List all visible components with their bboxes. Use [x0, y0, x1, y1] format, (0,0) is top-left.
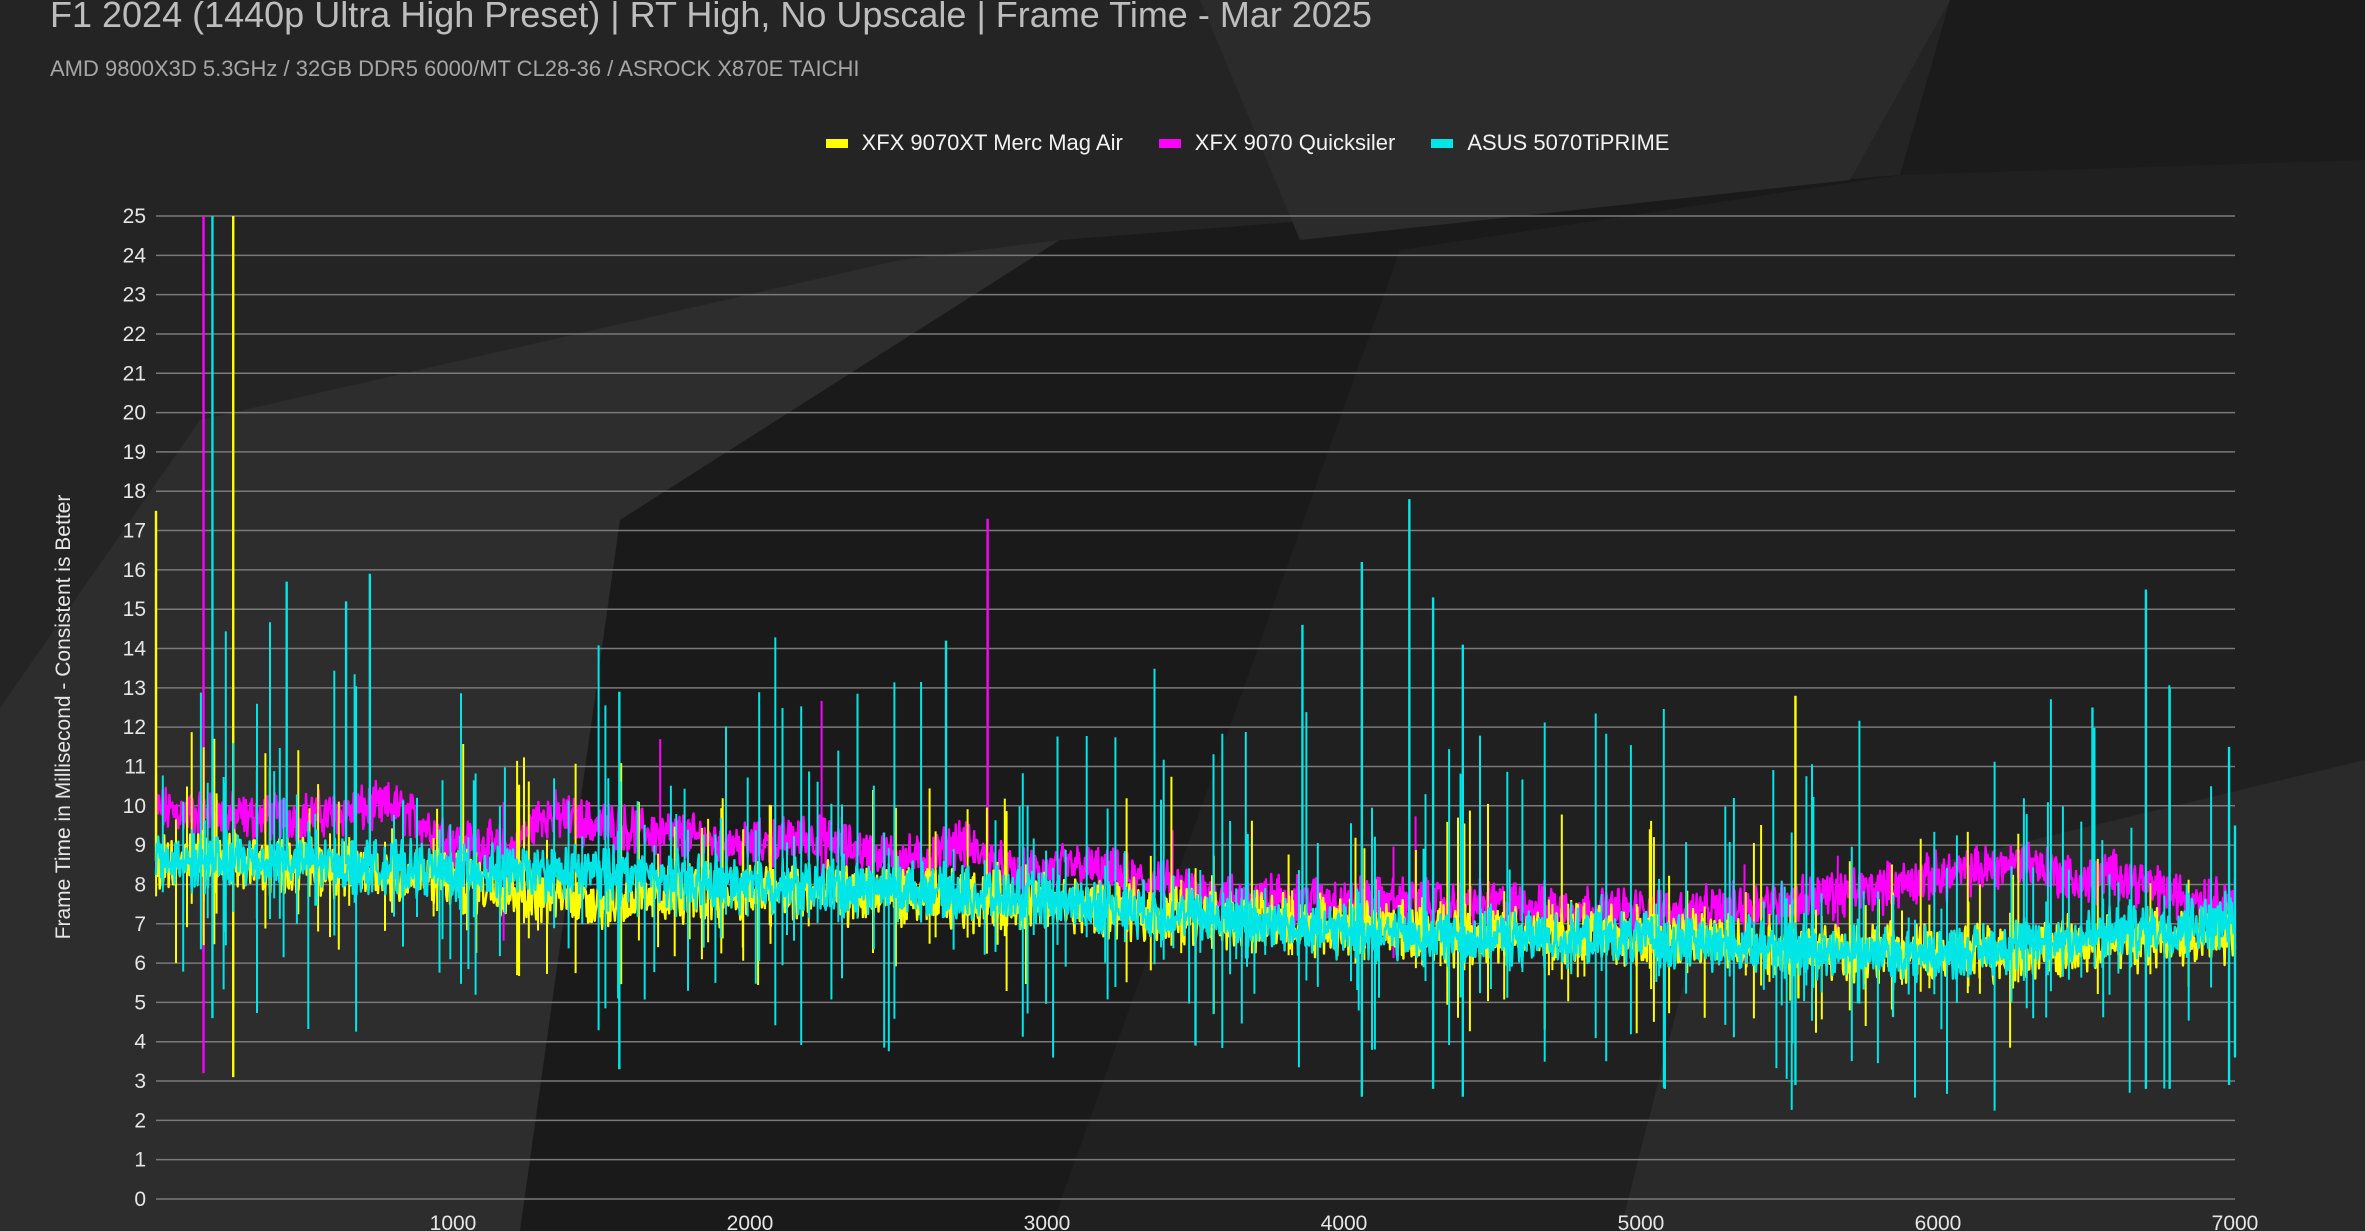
y-tick-label: 10: [123, 795, 146, 818]
y-tick-label: 24: [123, 244, 147, 267]
y-tick-label: 23: [123, 284, 146, 307]
y-tick-label: 8: [134, 873, 146, 896]
y-tick-label: 6: [134, 952, 146, 975]
x-tick-label: 1000: [430, 1212, 477, 1231]
y-tick-label: 4: [134, 1031, 146, 1054]
chart-title: F1 2024 (1440p Ultra High Preset) | RT H…: [50, 0, 1372, 35]
x-tick-label: 5000: [1618, 1212, 1665, 1231]
y-tick-labels: 0123456789101112131415161718192021222324…: [123, 205, 147, 1211]
x-tick-label: 4000: [1321, 1212, 1368, 1231]
legend-label-xfx-9070: XFX 9070 Quicksiler: [1194, 130, 1396, 155]
x-tick-label: 2000: [727, 1212, 774, 1231]
y-tick-label: 9: [134, 834, 146, 857]
y-tick-label: 3: [134, 1070, 146, 1093]
x-tick-label: 6000: [1915, 1212, 1962, 1231]
legend-swatch-xfx-9070xt: [825, 138, 848, 148]
y-tick-label: 20: [123, 402, 146, 425]
legend-label-xfx-9070xt: XFX 9070XT Merc Mag Air: [861, 130, 1123, 155]
y-tick-label: 11: [124, 755, 146, 778]
y-tick-label: 17: [123, 520, 146, 543]
y-tick-label: 14: [123, 638, 147, 661]
x-tick-label: 3000: [1024, 1212, 1071, 1231]
legend-item-xfx-9070xt: XFX 9070XT Merc Mag Air: [825, 130, 1123, 156]
x-tick-label: 7000: [2212, 1212, 2259, 1231]
grid-lines: [156, 215, 2235, 1200]
y-tick-label: 7: [134, 913, 146, 936]
y-tick-label: 25: [123, 205, 146, 228]
y-tick-label: 13: [123, 677, 146, 700]
chart-legend: XFX 9070XT Merc Mag Air XFX 9070 Quicksi…: [0, 130, 2365, 156]
y-tick-label: 22: [123, 323, 146, 346]
y-tick-label: 19: [123, 441, 146, 464]
y-tick-label: 2: [134, 1109, 146, 1132]
y-tick-label: 15: [123, 598, 146, 621]
legend-label-asus-5070ti: ASUS 5070TiPRIME: [1467, 130, 1670, 155]
y-tick-label: 5: [134, 991, 146, 1014]
legend-swatch-asus-5070ti: [1431, 138, 1454, 148]
y-tick-label: 0: [134, 1188, 146, 1211]
y-tick-label: 1: [134, 1149, 146, 1172]
legend-item-asus-5070ti: ASUS 5070TiPRIME: [1431, 130, 1669, 156]
y-tick-label: 16: [123, 559, 146, 582]
x-tick-labels: 1000 2000 3000 4000 5000 6000 7000: [430, 1212, 2259, 1231]
y-tick-label: 12: [123, 716, 146, 739]
plot-area: [154, 216, 2237, 1111]
chart-subtitle: AMD 9800X3D 5.3GHz / 32GB DDR5 6000/MT C…: [50, 56, 860, 81]
legend-swatch-xfx-9070: [1158, 138, 1181, 148]
series-2: [154, 216, 2237, 1111]
legend-item-xfx-9070: XFX 9070 Quicksiler: [1158, 130, 1396, 156]
series-noise: [161, 622, 2213, 1111]
y-tick-label: 21: [123, 362, 146, 385]
y-tick-label: 18: [123, 480, 146, 503]
